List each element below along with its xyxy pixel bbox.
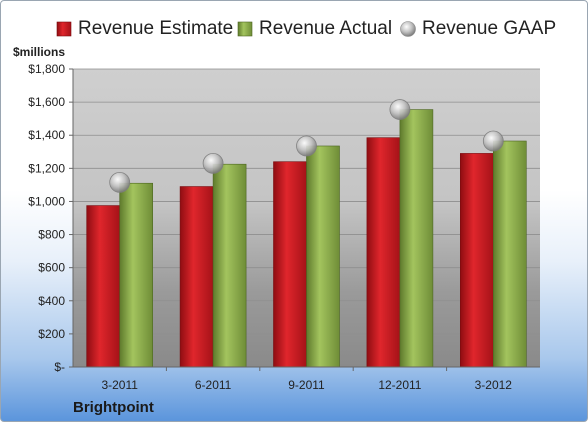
point-gaap: [296, 135, 317, 157]
y-tick-label: $-: [54, 360, 65, 374]
point-gaap: [202, 152, 224, 174]
y-tick-label: $1,400: [28, 128, 65, 142]
point-gaap: [389, 99, 411, 120]
unit-label: $millions: [13, 45, 66, 59]
bar-estimate: [86, 205, 120, 368]
bar-actual: [306, 145, 340, 368]
bar-actual: [119, 182, 153, 368]
legend-label-estimate: Revenue Estimate: [78, 18, 234, 39]
legend-swatch-estimate: [56, 21, 72, 37]
legend-swatch-actual: [237, 21, 253, 37]
legend-item-estimate: Revenue Estimate: [56, 15, 233, 43]
point-gaap: [109, 172, 131, 193]
legend-swatch-gaap: [400, 21, 416, 37]
point-gaap: [482, 130, 504, 152]
legend-item-gaap: Revenue GAAP: [399, 15, 556, 43]
legend-item-actual: Revenue Actual: [237, 15, 392, 43]
legend-label-actual: Revenue Actual: [259, 18, 393, 39]
y-tick-label: $800: [38, 228, 65, 242]
legend-label-gaap: Revenue GAAP: [422, 18, 557, 39]
y-tick-label: $1,200: [28, 161, 65, 175]
bar-actual: [492, 140, 527, 368]
x-tick-label: 9-2011: [288, 378, 325, 392]
bar-actual: [212, 163, 247, 368]
legend: Revenue Estimate Revenue Actual Revenue …: [1, 15, 587, 43]
bar-actual: [399, 109, 434, 368]
y-tick-label: $400: [38, 294, 65, 308]
y-tick-label: $200: [38, 327, 65, 341]
bar-estimate: [273, 161, 307, 368]
x-tick-label: 6-2011: [195, 378, 232, 392]
y-tick-label: $600: [38, 261, 65, 275]
y-tick-label: $1,000: [28, 194, 65, 208]
y-tick-label: $1,600: [28, 95, 65, 109]
bar-estimate: [366, 137, 401, 368]
x-tick-label: 12-2011: [378, 378, 421, 392]
x-tick-label: 3-2012: [475, 378, 513, 392]
bar-estimate: [179, 186, 214, 368]
company-name: Brightpoint: [73, 399, 154, 416]
bar-estimate: [459, 153, 494, 368]
x-tick-label: 3-2011: [101, 378, 138, 392]
y-tick-label: $1,800: [28, 62, 65, 76]
